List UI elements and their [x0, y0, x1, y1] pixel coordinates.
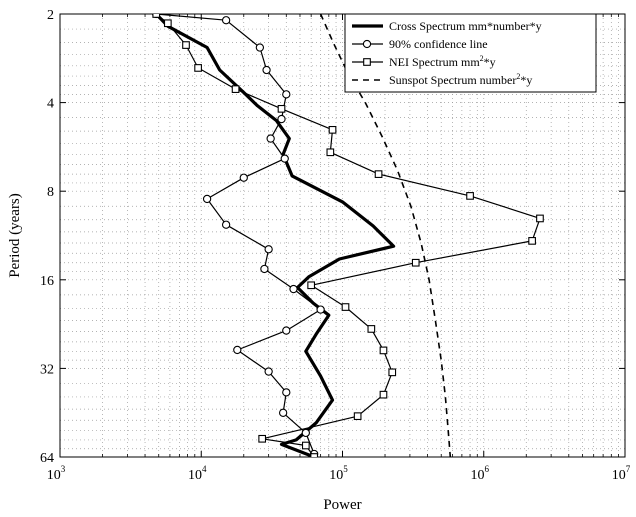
y-axis-title: Period (years) [7, 193, 23, 278]
y-tick-label: 16 [40, 274, 54, 289]
x-tick-label: 103 [47, 464, 66, 483]
circle-marker [316, 305, 325, 314]
y-tick-label: 64 [40, 451, 54, 466]
x-tick-label: 104 [188, 464, 207, 483]
legend-label: 90% confidence line [389, 37, 488, 51]
square-marker [194, 64, 202, 72]
series-3 [152, 14, 544, 457]
circle-marker [266, 134, 275, 143]
series-layer [152, 14, 544, 457]
square-marker [341, 303, 350, 311]
x-tick-base: 10 [47, 468, 61, 483]
series-line [155, 14, 396, 457]
circle-marker [301, 428, 310, 438]
circle-marker [282, 326, 291, 335]
circle-marker [264, 367, 273, 376]
square-marker [411, 258, 420, 267]
x-tick-label: 105 [329, 464, 348, 483]
x-tick-exponent: 4 [202, 464, 207, 474]
y-tick-label: 8 [47, 185, 54, 200]
circle-marker [221, 16, 231, 25]
legend-label-superscript: 2 [480, 54, 484, 63]
legend-label-text: NEI Spectrum mm [389, 55, 480, 69]
circle-marker [239, 173, 248, 182]
x-tick-exponent: 3 [61, 464, 66, 474]
square-marker [231, 85, 240, 93]
square-marker [307, 281, 316, 290]
square-marker [328, 125, 337, 134]
series-2 [152, 14, 325, 457]
circle-marker [278, 408, 288, 417]
y-tick-label: 4 [47, 97, 54, 112]
circle-marker [277, 114, 286, 124]
circle-marker [202, 194, 212, 204]
legend-label-superscript: 2 [516, 72, 520, 81]
square-marker [388, 368, 397, 377]
square-marker [310, 453, 319, 457]
circle-marker [221, 220, 231, 229]
square-marker [152, 14, 161, 18]
circle-marker [362, 39, 372, 49]
square-marker [367, 325, 376, 333]
legend: Cross Spectrum mm*number*y 90% confidence… [344, 13, 597, 93]
legend-entry: Sunspot Spectrum number2*y [352, 72, 532, 87]
y-tick-label: 2 [47, 8, 54, 23]
legend-label: Cross Spectrum mm*number*y [389, 19, 542, 33]
x-axis-title: Power [323, 497, 361, 513]
legend-label-text: Sunspot Spectrum number [389, 73, 516, 87]
legend-label-text: *y [484, 55, 496, 69]
square-marker [258, 434, 267, 443]
x-tick-base: 10 [329, 468, 343, 483]
square-marker [379, 390, 388, 399]
x-tick-label: 107 [612, 464, 631, 483]
square-marker [163, 19, 172, 28]
circle-marker [264, 245, 273, 254]
x-tick-base: 10 [471, 468, 485, 483]
legend-label: NEI Spectrum mm2*y [389, 54, 496, 69]
square-marker [536, 214, 544, 223]
square-marker [466, 192, 474, 200]
square-marker [182, 41, 190, 49]
circle-marker [233, 345, 242, 355]
x-tick-exponent: 7 [626, 464, 631, 474]
circle-marker [282, 388, 291, 397]
series-line [156, 14, 322, 455]
square-marker [528, 237, 536, 245]
x-tick-label: 106 [471, 464, 490, 483]
x-tick-base: 10 [612, 468, 626, 483]
square-marker [353, 412, 362, 421]
x-tick-exponent: 6 [485, 464, 490, 474]
x-tick-base: 10 [188, 468, 202, 483]
circle-marker [260, 264, 269, 274]
circle-marker [282, 90, 291, 99]
circle-marker [280, 154, 289, 163]
legend-label-text: *y [520, 73, 532, 87]
circle-marker [255, 43, 265, 52]
legend-box [344, 13, 597, 93]
legend-entry: Cross Spectrum mm*number*y [352, 19, 542, 33]
series-1 [155, 14, 396, 457]
square-marker [363, 58, 371, 66]
circle-marker [262, 65, 271, 75]
legend-label: Sunspot Spectrum number2*y [389, 72, 532, 87]
square-marker [301, 441, 310, 450]
y-tick-label: 32 [40, 362, 54, 377]
x-tick-exponent: 5 [343, 464, 348, 474]
square-marker [326, 148, 335, 157]
circle-marker [289, 284, 298, 294]
square-marker [374, 170, 383, 178]
legend-entry: NEI Spectrum mm2*y [352, 54, 496, 69]
legend-entry: 90% confidence line [352, 37, 488, 51]
square-marker [379, 346, 388, 355]
square-marker [277, 104, 286, 113]
